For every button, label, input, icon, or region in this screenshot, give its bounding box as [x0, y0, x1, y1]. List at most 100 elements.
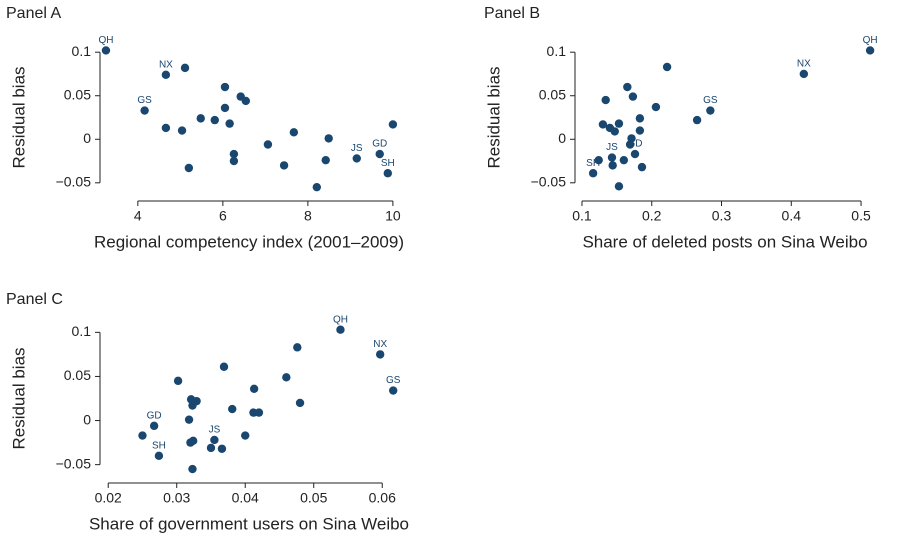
y-tick-label: 0.1 [72, 323, 92, 339]
point [614, 182, 624, 191]
point [217, 444, 227, 453]
x-tick-label: 0.04 [232, 490, 259, 506]
point-label: SH [381, 158, 395, 169]
point-label: QH [98, 35, 113, 46]
y-tick-label: 0 [83, 130, 91, 146]
x-tick-label: 8 [304, 208, 312, 224]
point [149, 421, 159, 431]
point [173, 376, 183, 386]
x-tick-label: 0.5 [851, 208, 871, 224]
point [188, 401, 197, 410]
point [263, 140, 273, 149]
point [321, 155, 330, 165]
point-label: GS [137, 95, 152, 106]
point [324, 134, 333, 143]
point [241, 96, 251, 106]
point [651, 102, 661, 112]
y-tick-label: 0.05 [539, 86, 566, 102]
point-label: QH [863, 35, 878, 46]
point [154, 451, 164, 461]
point [138, 431, 147, 440]
x-tick-label: 0.2 [642, 208, 662, 224]
point-label: JS [606, 142, 618, 153]
panel-title: Panel B [484, 5, 540, 22]
y-tick-label: 0.05 [64, 367, 91, 383]
x-tick-label: 0.05 [300, 490, 327, 506]
point [184, 415, 194, 424]
point [161, 123, 171, 133]
point [628, 92, 638, 101]
point [601, 95, 610, 105]
point [608, 161, 617, 170]
point [637, 162, 647, 172]
point [625, 140, 635, 149]
x-tick-label: 4 [134, 208, 142, 224]
point [610, 127, 619, 136]
point [389, 386, 398, 395]
y-tick-label: 0.05 [64, 86, 91, 102]
x-axis-label: Share of government users on Sina Weibo [89, 514, 409, 533]
x-tick-label: 0.06 [369, 490, 396, 506]
point [614, 119, 624, 128]
point-label: SH [152, 440, 166, 451]
point [220, 82, 230, 92]
y-tick-label: 0 [83, 411, 91, 427]
point [184, 163, 194, 173]
point [101, 46, 111, 55]
x-tick-label: 0.1 [572, 208, 592, 224]
y-tick-label: 0.1 [72, 43, 92, 59]
point [630, 149, 640, 159]
point [662, 62, 672, 72]
y-tick-label: 0.1 [547, 43, 567, 59]
y-axis-label: Residual bias [9, 66, 28, 168]
point [383, 169, 392, 178]
point [588, 169, 598, 178]
point-label: NX [373, 339, 387, 350]
y-tick-label: −0.05 [56, 455, 92, 471]
point [177, 126, 187, 135]
point-label: GS [386, 375, 401, 386]
point [619, 155, 629, 165]
point [206, 443, 216, 453]
point [241, 431, 250, 440]
point-label: GS [703, 95, 718, 106]
point [598, 120, 608, 129]
x-tick-label: 0.02 [95, 490, 122, 506]
x-axis-label: Regional competency index (2001–2009) [94, 232, 404, 251]
point [352, 154, 361, 163]
y-tick-label: −0.05 [56, 174, 92, 190]
point-label: GD [628, 139, 643, 150]
point-label: NX [797, 59, 811, 70]
point [249, 384, 259, 393]
point-label: SH [586, 158, 600, 169]
point [607, 153, 617, 162]
y-axis-label: Residual bias [9, 347, 28, 449]
point [140, 106, 149, 115]
point-label: NX [159, 59, 173, 70]
point [336, 325, 345, 334]
x-tick-label: 0.03 [163, 490, 190, 506]
point [706, 106, 715, 115]
y-tick-label: −0.05 [531, 174, 567, 190]
point [594, 155, 603, 165]
point [282, 373, 291, 382]
point [225, 119, 234, 128]
point [219, 362, 229, 371]
point [210, 435, 219, 445]
point [229, 149, 239, 159]
point [180, 63, 190, 73]
point [220, 103, 230, 113]
point [635, 126, 645, 135]
x-axis-label: Share of deleted posts on Sina Weibo [582, 232, 867, 251]
point-label: GD [372, 139, 387, 150]
point [161, 70, 171, 80]
point [799, 69, 809, 79]
point [210, 115, 219, 125]
point [312, 182, 322, 192]
point [623, 82, 632, 92]
x-tick-label: 0.3 [712, 208, 732, 224]
point [293, 343, 302, 352]
point-label: QH [333, 314, 348, 325]
point [228, 404, 237, 414]
point [865, 46, 875, 55]
